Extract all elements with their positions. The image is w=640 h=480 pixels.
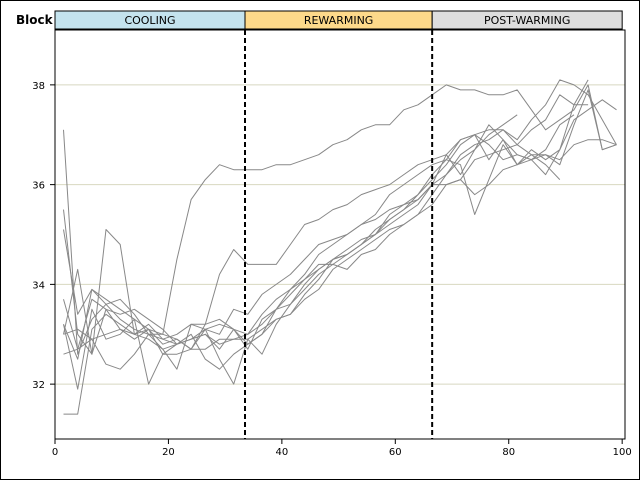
series-lines [63, 79, 617, 415]
series-line-10 [63, 139, 617, 385]
x-axis: 0 20 40 60 80 100 [52, 439, 632, 458]
series-line-9 [63, 94, 589, 390]
plot-frame [54, 29, 626, 440]
reference-lines [244, 30, 434, 439]
y-tick-label-2: 36 [32, 181, 45, 192]
block-band-2 [431, 10, 623, 30]
x-tick-label-4: 80 [502, 447, 515, 458]
x-tick-label-2: 40 [275, 447, 288, 458]
series-line-5 [63, 84, 617, 360]
x-tick-label-3: 60 [389, 447, 402, 458]
block-label-1: REWARMING [304, 14, 374, 27]
series-line-8 [63, 144, 561, 370]
x-tick-label-1: 20 [162, 447, 175, 458]
series-line-6 [63, 114, 575, 355]
y-tick-label-1: 34 [32, 280, 45, 291]
x-tick-label-0: 0 [52, 447, 58, 458]
y-tick-label-3: 38 [32, 81, 45, 92]
y-axis: 32 34 36 38 [32, 81, 55, 391]
y-gridlines [55, 84, 625, 385]
block-axis-title: Block [16, 13, 54, 27]
series-line-7 [63, 79, 617, 415]
block-label-2: POST-WARMING [484, 14, 570, 27]
block-strip: COOLING REWARMING POST-WARMING [54, 10, 623, 30]
y-tick-label-0: 32 [32, 380, 45, 391]
x-tick-label-5: 100 [613, 447, 632, 458]
block-label-0: COOLING [124, 14, 175, 27]
